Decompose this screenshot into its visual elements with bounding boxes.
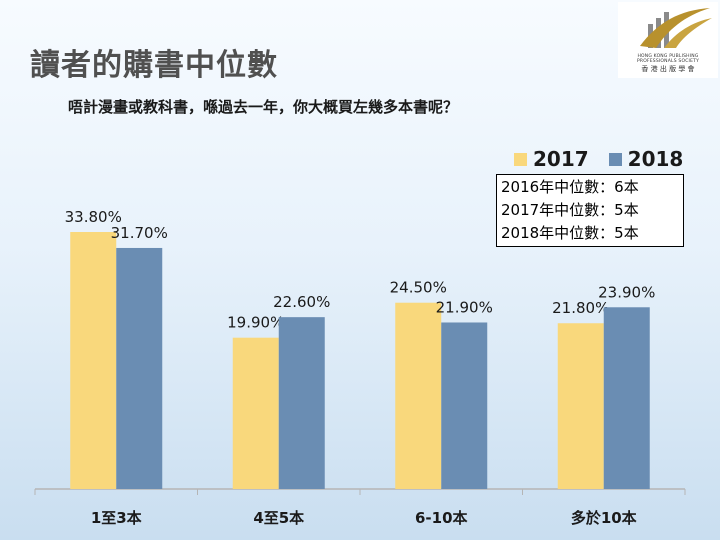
category-label: 6-10本 <box>415 509 468 527</box>
bar-2017-1 <box>70 232 117 489</box>
data-label-2017-4: 21.80% <box>552 299 609 317</box>
legend-label-2018: 2018 <box>627 147 684 171</box>
data-label-2017-1: 33.80% <box>65 208 122 226</box>
bar-2018-1 <box>116 247 163 489</box>
bar-2017-2 <box>232 337 279 489</box>
legend-swatch-2018 <box>608 152 622 166</box>
chart-legend: 2017 2018 <box>514 147 695 171</box>
data-label-2018-3: 21.90% <box>436 298 493 316</box>
survey-question: 唔計漫畫或教科書，喺過去一年，你大概買左幾多本書呢？ <box>68 98 459 116</box>
median-2018: 2018年中位數：5本 <box>501 224 639 242</box>
legend-item-2017: 2017 <box>514 147 589 171</box>
bar-2018-2 <box>278 317 325 489</box>
bar-2017-4 <box>557 323 604 489</box>
logo-swoosh-icon <box>640 8 712 48</box>
data-label-2017-2: 19.90% <box>227 314 284 332</box>
legend-swatch-2017 <box>514 152 527 166</box>
data-label-2017-3: 24.50% <box>390 279 447 297</box>
logo-chinese-name: 香 港 出 版 學 會 <box>641 65 695 73</box>
median-2017: 2017年中位數：5本 <box>501 201 639 219</box>
median-info-box: 2016年中位數：6本 2017年中位數：5本 2018年中位數：5本 <box>496 174 684 247</box>
category-label: 4至5本 <box>253 509 304 527</box>
bar-2018-3 <box>441 322 488 489</box>
bar-2017-3 <box>395 302 442 489</box>
society-logo: HONG KONG PUBLISHING PROFESSIONALS SOCIE… <box>618 2 718 78</box>
legend-item-2018: 2018 <box>608 147 684 171</box>
median-2016: 2016年中位數：6本 <box>501 178 639 196</box>
data-label-2018-2: 22.60% <box>273 293 330 311</box>
data-label-2018-4: 23.90% <box>598 283 655 301</box>
category-label: 1至3本 <box>91 509 142 527</box>
page-title: 讀者的購書中位數 <box>30 48 278 83</box>
legend-label-2017: 2017 <box>533 147 589 171</box>
bar-2018-4 <box>603 307 650 489</box>
category-label: 多於10本 <box>571 509 637 527</box>
logo-tagline: HONG KONG PUBLISHING PROFESSIONALS SOCIE… <box>636 54 700 64</box>
data-label-2018-1: 31.70% <box>111 224 168 242</box>
